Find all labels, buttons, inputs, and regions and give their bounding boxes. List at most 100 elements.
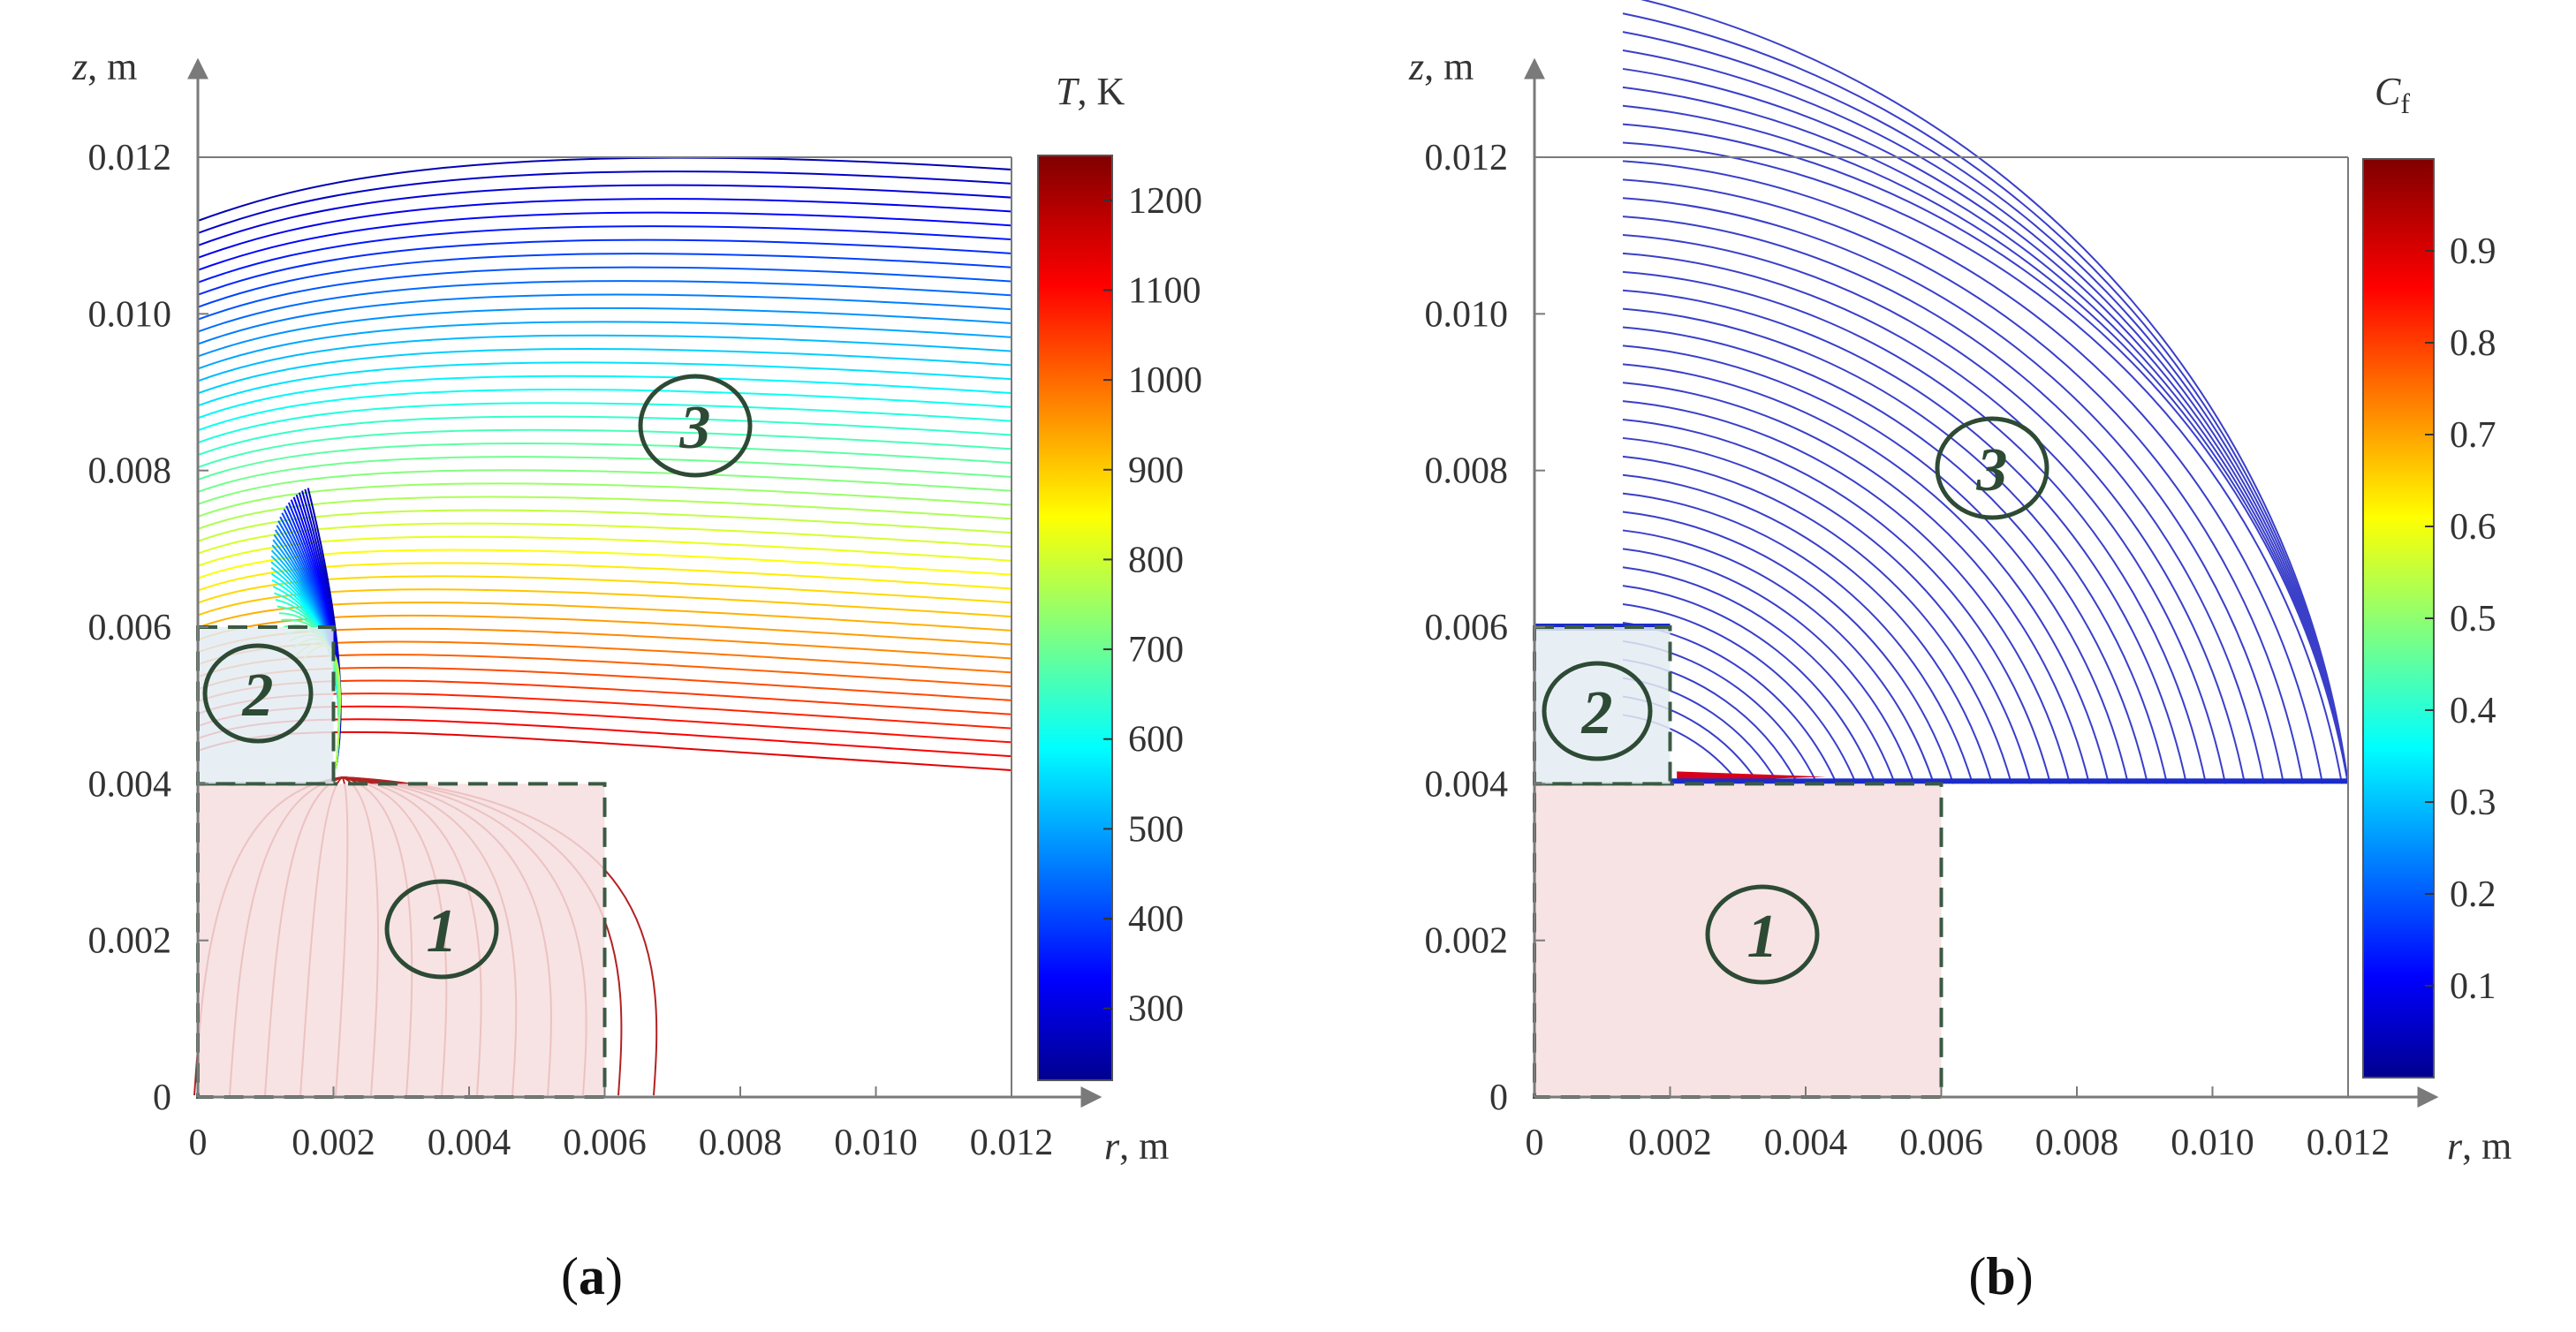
concentration-contour <box>1622 363 2110 784</box>
isotherm <box>197 253 1012 308</box>
colorbar-tick-label: 0.2 <box>2450 874 2496 915</box>
axes-b <box>1524 57 2439 1108</box>
isotherm <box>197 575 1012 604</box>
colorbar-tick-label: 700 <box>1128 630 1184 670</box>
isotherm <box>197 361 1012 407</box>
concentration-contour <box>1622 252 2226 784</box>
colorbar-tick-label: 500 <box>1128 809 1184 850</box>
colorbar-tick-label: 0.4 <box>2450 691 2496 731</box>
colorbar-tick-label: 1000 <box>1128 360 1202 401</box>
isotherm <box>197 588 1012 618</box>
colorbar-tick-label: 0.3 <box>2450 783 2496 823</box>
x-tick-label: 0.008 <box>699 1123 783 1163</box>
concentration-contour <box>1622 197 2284 784</box>
concentration-contour <box>1622 529 1935 784</box>
concentration-contour <box>1622 603 1857 784</box>
isotherm <box>197 293 1012 345</box>
y-axis-label-b: z, m <box>1408 45 1474 88</box>
x-tick-label: 0.006 <box>563 1123 647 1163</box>
x-tick-label: 0.002 <box>292 1123 375 1163</box>
region-2-circle-a <box>202 643 314 744</box>
isotherm <box>197 348 1012 395</box>
y-tick-label: 0.002 <box>88 921 172 962</box>
concentration-contour <box>1622 141 2343 784</box>
concentration-contour <box>1622 548 1915 784</box>
concentration-contour <box>1622 31 2349 784</box>
isotherm <box>197 522 1012 555</box>
isotherm <box>197 280 1012 333</box>
concentration-contour <box>1640 0 2349 784</box>
isotherm <box>197 375 1012 420</box>
region-3-label-b: 3 <box>1976 436 2008 504</box>
x-tick-label: 0.004 <box>428 1123 511 1163</box>
x-ticks-a: 0 0.002 0.004 0.006 0.008 0.010 0.012 <box>189 1086 1054 1163</box>
y-tick-label: 0 <box>1489 1078 1508 1118</box>
interface-band <box>1670 778 2348 784</box>
colorbar-tick-label: 0.6 <box>2450 507 2496 548</box>
isotherm <box>197 334 1012 382</box>
y-tick-label: 0.008 <box>1425 451 1509 492</box>
concentration-contour <box>1622 49 2349 784</box>
y-ticks-b: 0 0.002 0.004 0.006 0.008 0.010 0.012 <box>1425 138 1545 1118</box>
concentration-contour <box>1622 104 2349 784</box>
panel-a: 0 0.002 0.004 0.006 0.008 0.010 0.012 0 0.002 0.… <box>72 45 1202 1306</box>
y-tick-label: 0.002 <box>1425 921 1509 962</box>
concentration-contour <box>1622 86 2349 784</box>
panel-b: 0 0.002 0.004 0.006 0.008 0.010 0.012 0 0.002 0.… <box>1408 0 2512 1306</box>
colorbar-a <box>1037 155 1113 1081</box>
concentration-contour <box>1622 344 2129 784</box>
y-tick-label: 0.010 <box>88 294 172 335</box>
regions-a <box>196 625 607 1099</box>
axes-a <box>187 57 1102 1108</box>
colorbar-tick-label: 0.9 <box>2450 231 2496 272</box>
region-3-circle-a <box>638 374 753 478</box>
x-tick-label: 0 <box>1526 1123 1544 1163</box>
concentration-contour <box>1622 123 2349 784</box>
concentration-contour <box>1622 455 2012 784</box>
concentration-contour <box>1622 492 1974 784</box>
isotherm <box>197 602 1012 632</box>
x-axis-label-b: r, m <box>2447 1124 2512 1168</box>
colorbar-tick-label: 600 <box>1128 720 1184 761</box>
colorbar-ticks-b: 0.1 0.2 0.3 0.4 0.5 0.6 0.7 0.8 0.9 <box>2425 231 2496 1007</box>
region-2-circle-b <box>1542 661 1653 761</box>
colorbar-tick-label: 400 <box>1128 899 1184 940</box>
y-ticks-a: 0 0.002 0.004 0.006 0.008 0.010 0.012 <box>88 138 208 1118</box>
isotherm <box>197 509 1012 542</box>
concentration-contour <box>1622 400 2071 784</box>
isotherm <box>197 402 1012 444</box>
colorbar-tick-label: 1100 <box>1128 270 1201 311</box>
x-tick-label: 0.006 <box>1899 1123 1983 1163</box>
colorbar-tick-label: 0.8 <box>2450 323 2496 364</box>
x-tick-label: 0.008 <box>2035 1123 2119 1163</box>
y-tick-label: 0.004 <box>88 764 172 805</box>
y-tick-label: 0.004 <box>1425 764 1509 805</box>
y-axis-label-a: z, m <box>72 45 137 88</box>
concentration-contour <box>1622 473 1993 784</box>
y-tick-label: 0 <box>153 1078 171 1118</box>
isotherm <box>197 184 1012 246</box>
concentration-contour <box>1622 419 2051 784</box>
colorbar-b <box>2362 158 2435 1078</box>
isotherm <box>197 266 1012 321</box>
region-3-circle-b <box>1935 416 2049 520</box>
x-tick-label: 0.012 <box>970 1123 1054 1163</box>
isotherm <box>197 442 1012 481</box>
isotherm <box>197 456 1012 493</box>
isotherm <box>197 415 1012 457</box>
colorbar-tick-label: 300 <box>1128 989 1184 1030</box>
x-tick-label: 0.004 <box>1764 1123 1848 1163</box>
isotherm <box>197 549 1012 579</box>
colorbar-ticks-a: 300 400 500 600 700 800 900 1000 1100 1200 <box>1103 181 1202 1030</box>
concentration-contour <box>1622 436 2032 784</box>
isotherm <box>197 388 1012 432</box>
isotherm <box>197 562 1012 592</box>
colorbar-title-a: T, K <box>1056 70 1125 113</box>
concentration-contour <box>1622 216 2265 784</box>
colorbar-tick-label: 0.1 <box>2450 966 2496 1007</box>
colorbar-tick-label: 800 <box>1128 540 1184 580</box>
isotherm <box>197 156 1012 222</box>
panel-label-a: (a) <box>561 1247 623 1306</box>
concentration-contours <box>1534 0 2349 784</box>
